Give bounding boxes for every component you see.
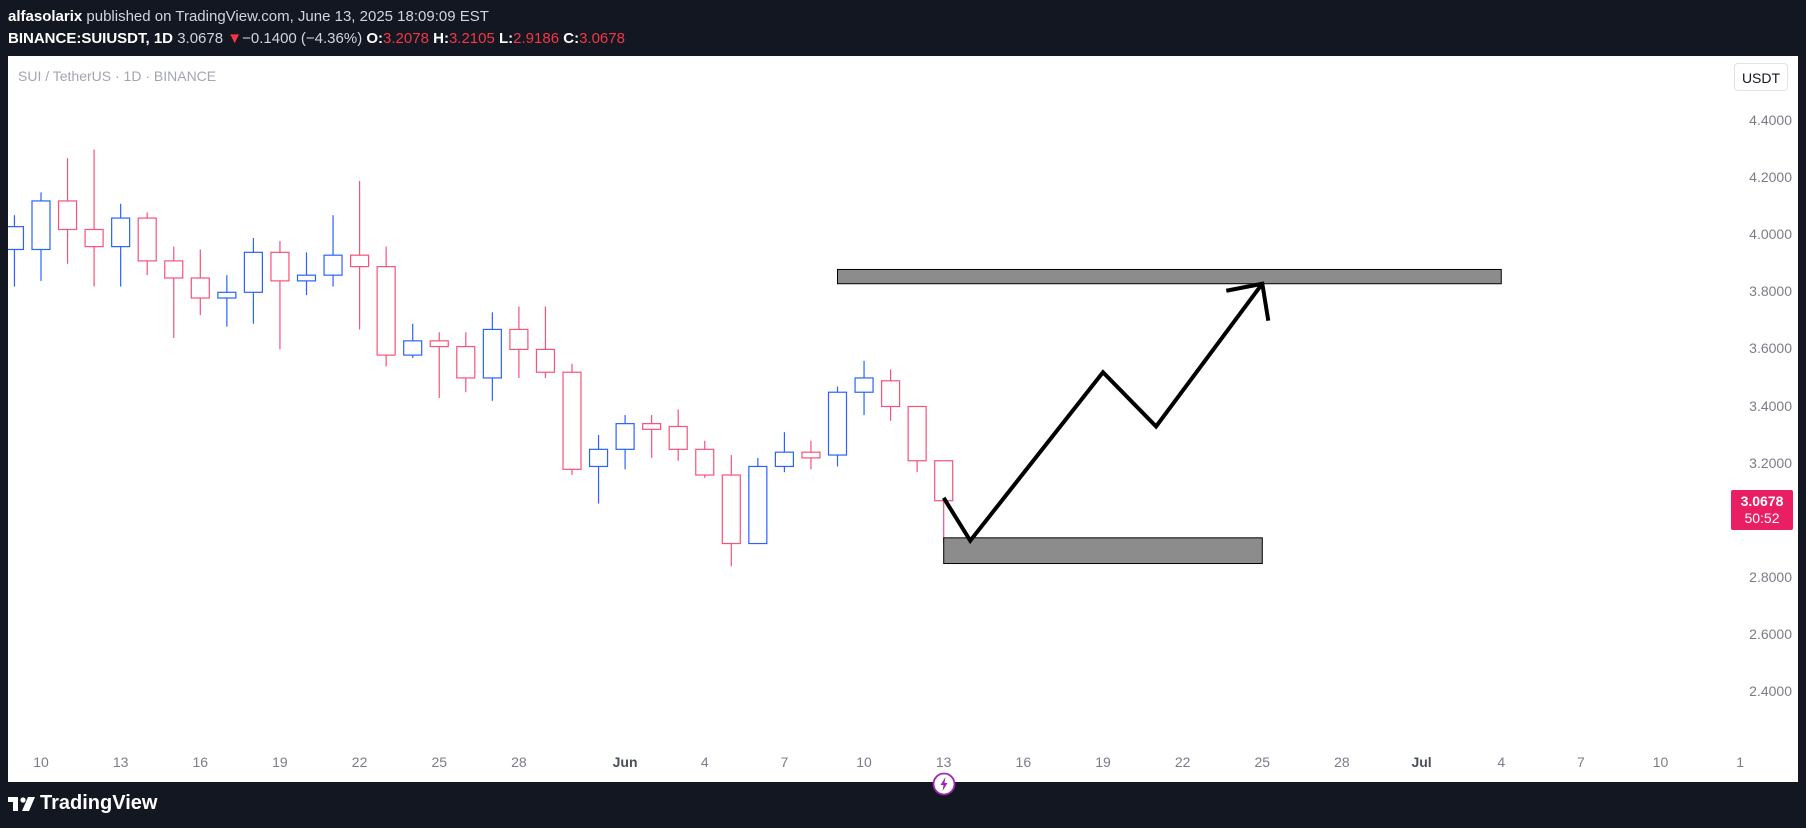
time-tick-label: 19 [1095,754,1111,770]
low-label: L: [499,30,514,47]
last-price-label: 3.0678 [1740,493,1784,509]
projection-arrowhead [1225,281,1271,322]
time-tick-label: 4 [700,754,709,770]
open-value: 3.2078 [383,30,429,47]
published-text: published on TradingView.com, June 13, 2… [86,8,489,25]
author-name[interactable]: alfasolarix [8,8,83,25]
time-tick-label: 13 [935,754,952,770]
time-tick-label: 7 [1576,754,1585,770]
price-tick-label: 3.4000 [1749,397,1792,414]
time-tick-label: 16 [1015,754,1032,770]
brand-name: TradingView [40,792,158,814]
candle-body [31,200,51,251]
candle-body [376,266,396,356]
candle-body [509,328,529,351]
candle-body [403,340,423,356]
candle-body [854,377,874,393]
candle-body [84,228,104,248]
candle-body [243,251,263,293]
time-tick-label: 7 [780,754,789,770]
candle-body [8,226,25,251]
candle-body [217,291,237,299]
high-label: H: [433,30,449,47]
time-tick-label: 16 [192,754,209,770]
candle-body [615,423,635,450]
candle-body [588,448,609,468]
support-zone [943,537,1263,565]
time-tick-label: 22 [1174,754,1191,770]
last-price: 3.0678 [177,30,224,47]
candle-body [57,200,78,231]
price-tick-label: 3.2000 [1749,454,1792,471]
time-tick-label: Jun [612,754,638,770]
candle-body [748,465,768,545]
last-price-tag: 3.0678 50:52 [1731,490,1793,530]
candle-body [535,348,556,373]
price-tick-label: 2.4000 [1749,683,1792,699]
candle-body [880,380,901,408]
price-tick-label: 3.8000 [1749,283,1792,300]
projection-path [942,282,1264,545]
bar-countdown: 50:52 [1744,510,1780,526]
candle-body [323,254,343,276]
resistance-zone [837,268,1502,285]
time-tick-label: 13 [112,754,129,770]
candle-body [668,425,688,450]
price-tick-label: 4.0000 [1749,226,1792,243]
candle-body [456,345,476,379]
candle-body [482,328,502,379]
tradingview-logo-icon [8,796,35,811]
candle-body [137,217,157,262]
symbol-ohlc-line: BINANCE:SUIUSDT, 1D 3.0678 ▼−0.1400 (−4.… [8,30,625,47]
time-tick-label: 28 [1334,754,1350,770]
price-tick-label: 3.6000 [1749,340,1792,357]
candle-body [907,405,927,462]
footer-brand[interactable]: TradingView [8,792,157,820]
time-tick-label: Jul [1411,754,1432,770]
candle-body [562,371,582,470]
price-change: −0.1400 (−4.36%) [242,30,363,47]
candle-body [774,451,795,468]
candle-body [801,451,821,459]
candle-body [350,254,370,268]
candle-body [164,260,184,279]
time-tick-label: 10 [1652,754,1669,770]
lightning-events-icon[interactable] [932,772,956,796]
time-tick-label: 4 [1497,754,1506,770]
time-tick-label: 10 [33,754,49,770]
candle-body [111,217,131,248]
open-label: O: [366,30,384,47]
close-value: 3.0678 [579,30,625,47]
time-tick-label: 1 [1736,754,1745,770]
price-tick-label: 2.8000 [1749,568,1792,585]
time-tick-label: 28 [511,754,527,770]
candle-body [934,460,954,502]
candle-body [721,474,741,545]
candle-body [270,251,290,282]
chart-pane[interactable]: SUI / TetherUS · 1D · BINANCE USDT 4.400… [8,56,1798,796]
candle-body [695,448,715,476]
candle-body [429,340,449,348]
time-tick-label: 25 [1254,754,1271,770]
chart-legend: SUI / TetherUS · 1D · BINANCE [18,68,217,84]
candle-body [296,274,317,282]
time-tick-label: 22 [351,754,368,770]
time-tick-label: 25 [431,754,448,770]
symbol-name: BINANCE:SUIUSDT, 1D [8,30,174,47]
publish-info: alfasolarix published on TradingView.com… [8,8,489,25]
price-tick-label: 4.4000 [1749,112,1792,128]
time-tick-label: 10 [856,754,872,770]
price-tick-label: 4.2000 [1749,169,1792,186]
close-label: C: [563,30,580,47]
low-value: 2.9186 [513,30,560,47]
currency-unit-button[interactable]: USDT [1734,63,1788,91]
time-tick-label: 19 [272,754,288,770]
price-chart[interactable] [8,56,1798,782]
candle-body [827,391,848,456]
candle-body [642,423,662,430]
change-arrow-icon: ▼ [227,30,243,47]
candle-body [190,277,210,299]
price-tick-label: 2.6000 [1749,625,1792,642]
high-value: 3.2105 [448,30,495,47]
